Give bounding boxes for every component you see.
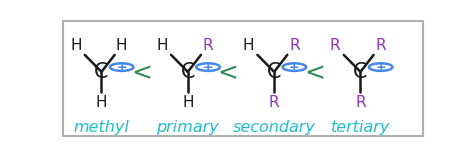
Text: secondary: secondary — [233, 120, 316, 135]
Text: methyl: methyl — [73, 120, 129, 135]
Text: H: H — [116, 38, 128, 53]
Text: <: < — [304, 61, 325, 85]
Text: H: H — [96, 95, 107, 110]
Text: +: + — [203, 61, 213, 74]
Text: R: R — [203, 38, 213, 53]
Text: <: < — [218, 61, 239, 85]
Text: C: C — [353, 62, 368, 82]
Text: +: + — [375, 61, 386, 74]
Text: +: + — [289, 61, 300, 74]
Text: H: H — [70, 38, 82, 53]
Text: R: R — [269, 95, 280, 110]
Text: R: R — [355, 95, 366, 110]
Text: C: C — [181, 62, 195, 82]
Text: H: H — [156, 38, 168, 53]
Text: C: C — [267, 62, 282, 82]
Text: R: R — [375, 38, 386, 53]
Text: <: < — [131, 61, 152, 85]
Text: R: R — [329, 38, 340, 53]
Text: R: R — [289, 38, 300, 53]
Text: H: H — [182, 95, 193, 110]
Text: tertiary: tertiary — [331, 120, 390, 135]
Text: primary: primary — [156, 120, 219, 135]
Text: H: H — [243, 38, 254, 53]
Text: +: + — [117, 61, 127, 74]
Text: C: C — [94, 62, 109, 82]
